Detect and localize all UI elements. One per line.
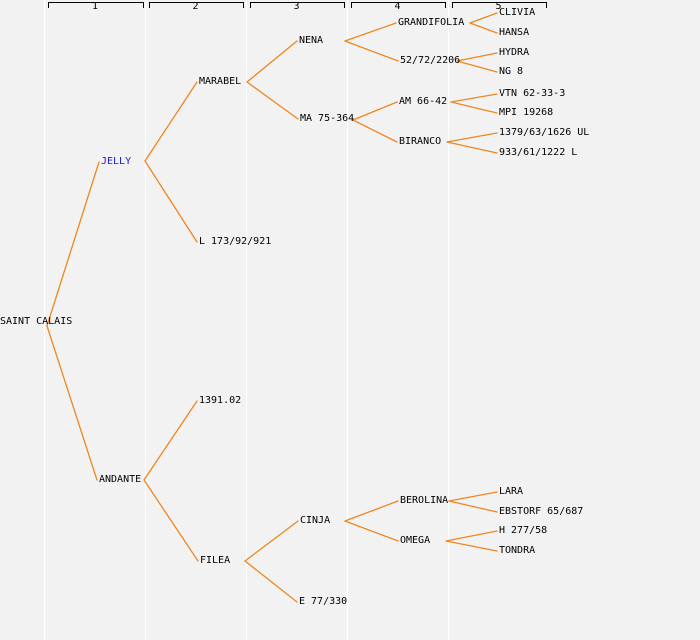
generation-label-2: 2: [192, 1, 199, 12]
edge-berolina-lara: [448, 491, 498, 502]
node-saint-calais[interactable]: SAINT CALAIS: [0, 316, 73, 327]
edge-jelly-marabel: [144, 81, 198, 162]
generation-bracket: [149, 2, 244, 8]
node-biranco[interactable]: BIRANCO: [399, 136, 442, 147]
edge-biranco-1379-63-1626-ul: [446, 132, 498, 143]
node-marabel[interactable]: MARABEL: [199, 76, 242, 87]
node-vtn-62-33-3[interactable]: VTN 62-33-3: [499, 88, 566, 99]
edge-filea-cinja: [244, 520, 299, 562]
generation-label-1: 1: [91, 1, 99, 12]
node-grandifolia[interactable]: GRANDIFOLIA: [398, 17, 465, 28]
node-e-77-330[interactable]: E 77/330: [299, 596, 348, 607]
generation-label-4: 4: [394, 1, 401, 12]
generation-label-3: 3: [293, 1, 300, 12]
node-933-61-1222-l[interactable]: 933/61/1222 L: [499, 147, 578, 158]
node-h-277-58[interactable]: H 277/58: [499, 525, 548, 536]
edge-nena-grandifolia: [344, 22, 397, 42]
edge-berolina-ebstorf-65-687: [448, 500, 498, 513]
edge-ma-75-364-biranco: [352, 119, 398, 143]
node-lara[interactable]: LARA: [499, 486, 524, 497]
edge-grandifolia-hansa: [469, 22, 498, 34]
node-ng-8[interactable]: NG 8: [499, 66, 524, 77]
generation-bracket: [250, 2, 345, 8]
edge-am-66-42-vtn-62-33-3: [450, 93, 498, 103]
edge-filea-e-77-330: [244, 560, 298, 603]
column-separator: [44, 0, 45, 640]
node-ebstorf-65-687[interactable]: EBSTORF 65/687: [499, 506, 584, 517]
edge-saint-calais-andante: [46, 325, 98, 481]
edge-52-72-2206-hydra: [456, 52, 498, 62]
edge-saint-calais-jelly: [46, 161, 100, 327]
edge-grandifolia-clivia: [469, 12, 498, 24]
edge-omega-h-277-58: [445, 530, 498, 542]
node-1379-63-1626-ul[interactable]: 1379/63/1626 UL: [499, 127, 590, 138]
node-cinja[interactable]: CINJA: [300, 515, 331, 526]
generation-bracket: [351, 2, 446, 8]
column-separator: [347, 0, 348, 640]
edge-biranco-933-61-1222-l: [446, 141, 498, 154]
generation-bracket: [452, 2, 547, 8]
node-andante[interactable]: ANDANTE: [99, 474, 142, 485]
node-l-173-92-921[interactable]: L 173/92/921: [199, 236, 272, 247]
node-52-72-2206[interactable]: 52/72/2206: [400, 55, 461, 66]
column-separator: [145, 0, 146, 640]
node-filea[interactable]: FILEA: [200, 555, 231, 566]
node-1391-02[interactable]: 1391.02: [199, 395, 242, 406]
node-jelly[interactable]: JELLY: [101, 156, 132, 167]
node-clivia[interactable]: CLIVIA: [499, 7, 536, 18]
edge-andante-1391-02: [143, 400, 198, 481]
node-hydra[interactable]: HYDRA: [499, 47, 530, 58]
edge-marabel-ma-75-364: [246, 81, 299, 120]
node-omega[interactable]: OMEGA: [400, 535, 431, 546]
edge-cinja-berolina: [344, 500, 399, 522]
node-hansa[interactable]: HANSA: [499, 27, 530, 38]
edge-cinja-omega: [344, 520, 399, 542]
edge-52-72-2206-ng-8: [456, 60, 498, 73]
column-separator: [246, 0, 247, 640]
node-nena[interactable]: NENA: [299, 35, 324, 46]
edge-jelly-l-173-92-921: [144, 160, 198, 243]
node-berolina[interactable]: BEROLINA: [400, 495, 449, 506]
node-mpi-19268[interactable]: MPI 19268: [499, 107, 554, 118]
node-tondra[interactable]: TONDRA: [499, 545, 536, 556]
edge-nena-52-72-2206: [344, 40, 399, 62]
node-am-66-42[interactable]: AM 66-42: [399, 96, 448, 107]
edge-marabel-nena: [246, 40, 298, 83]
edge-andante-filea: [143, 479, 199, 562]
generation-label-5: 5: [495, 1, 502, 12]
column-separator: [448, 0, 449, 640]
generation-bracket: [48, 2, 144, 8]
edge-ma-75-364-am-66-42: [352, 101, 398, 121]
node-ma-75-364[interactable]: MA 75-364: [300, 113, 355, 124]
edge-am-66-42-mpi-19268: [450, 101, 498, 114]
edge-omega-tondra: [445, 540, 498, 552]
